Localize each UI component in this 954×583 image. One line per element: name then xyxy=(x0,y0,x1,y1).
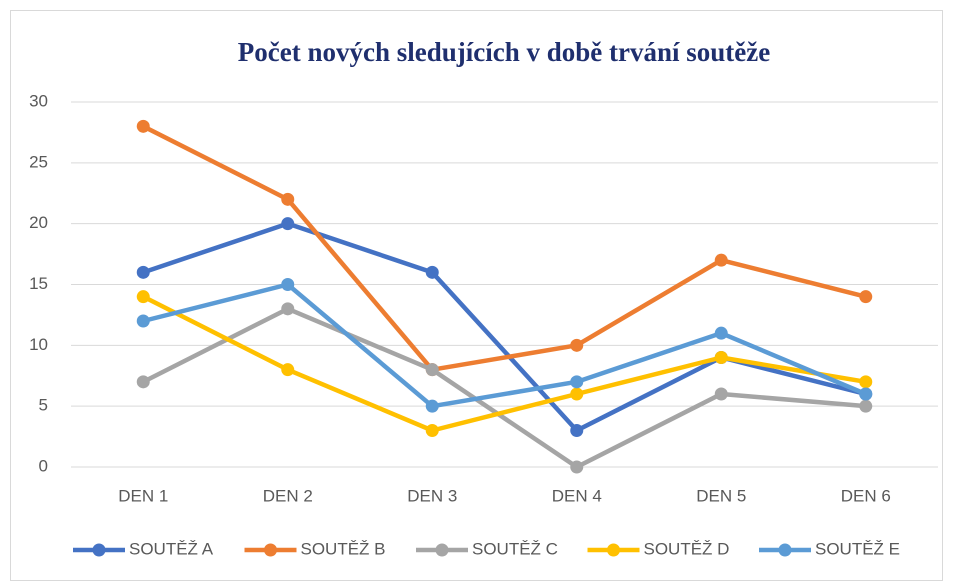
chart-border xyxy=(10,10,943,581)
data-point xyxy=(570,460,584,474)
legend-label: SOUTĚŽ B xyxy=(301,539,386,558)
y-tick-label: 25 xyxy=(29,152,48,171)
data-point xyxy=(136,265,150,279)
series-line xyxy=(142,294,867,433)
legend-label: SOUTĚŽ C xyxy=(472,539,558,558)
data-point xyxy=(425,265,439,279)
data-point xyxy=(859,387,873,401)
data-point xyxy=(714,387,728,401)
legend-marker xyxy=(92,543,106,557)
series-line xyxy=(142,282,867,409)
legend-marker xyxy=(264,543,277,557)
legend-label: SOUTĚŽ D xyxy=(644,539,730,558)
data-point xyxy=(136,290,150,304)
x-tick-label: DEN 2 xyxy=(263,486,313,505)
data-point xyxy=(281,192,295,206)
data-point xyxy=(714,351,728,364)
x-tick-label: DEN 6 xyxy=(841,486,891,505)
data-point xyxy=(714,253,728,267)
series-line xyxy=(142,306,866,470)
data-point xyxy=(859,290,873,304)
data-point xyxy=(281,363,295,377)
legend-marker xyxy=(607,543,620,557)
data-point xyxy=(859,399,873,413)
data-point xyxy=(281,217,295,231)
y-tick-label: 0 xyxy=(39,456,48,475)
data-point xyxy=(425,363,439,377)
data-point xyxy=(425,399,439,413)
data-point xyxy=(570,424,584,437)
y-tick-label: 10 xyxy=(29,335,48,354)
data-point xyxy=(136,119,150,133)
x-tick-label: DEN 4 xyxy=(552,486,602,505)
data-point xyxy=(570,387,584,401)
data-point xyxy=(281,302,295,316)
data-point xyxy=(570,338,584,352)
data-point xyxy=(859,375,873,389)
data-point xyxy=(425,424,439,437)
series-line xyxy=(142,124,867,372)
x-tick-label: DEN 3 xyxy=(407,486,457,505)
legend-label: SOUTĚŽ E xyxy=(815,539,900,558)
legend-label: SOUTĚŽ A xyxy=(129,539,214,558)
data-point xyxy=(136,375,150,389)
data-point xyxy=(136,314,150,328)
y-tick-label: 30 xyxy=(29,91,48,110)
y-tick-label: 15 xyxy=(29,274,48,293)
x-tick-label: DEN 1 xyxy=(118,486,168,505)
x-tick-label: DEN 5 xyxy=(696,486,746,505)
legend-marker xyxy=(435,543,449,557)
chart-title: Počet nových sledujících v době trvání s… xyxy=(238,37,770,67)
legend-marker xyxy=(778,543,792,557)
y-tick-label: 5 xyxy=(39,396,48,415)
data-point xyxy=(281,278,295,291)
data-point xyxy=(714,326,728,340)
y-tick-label: 20 xyxy=(29,213,48,232)
data-point xyxy=(570,375,584,389)
